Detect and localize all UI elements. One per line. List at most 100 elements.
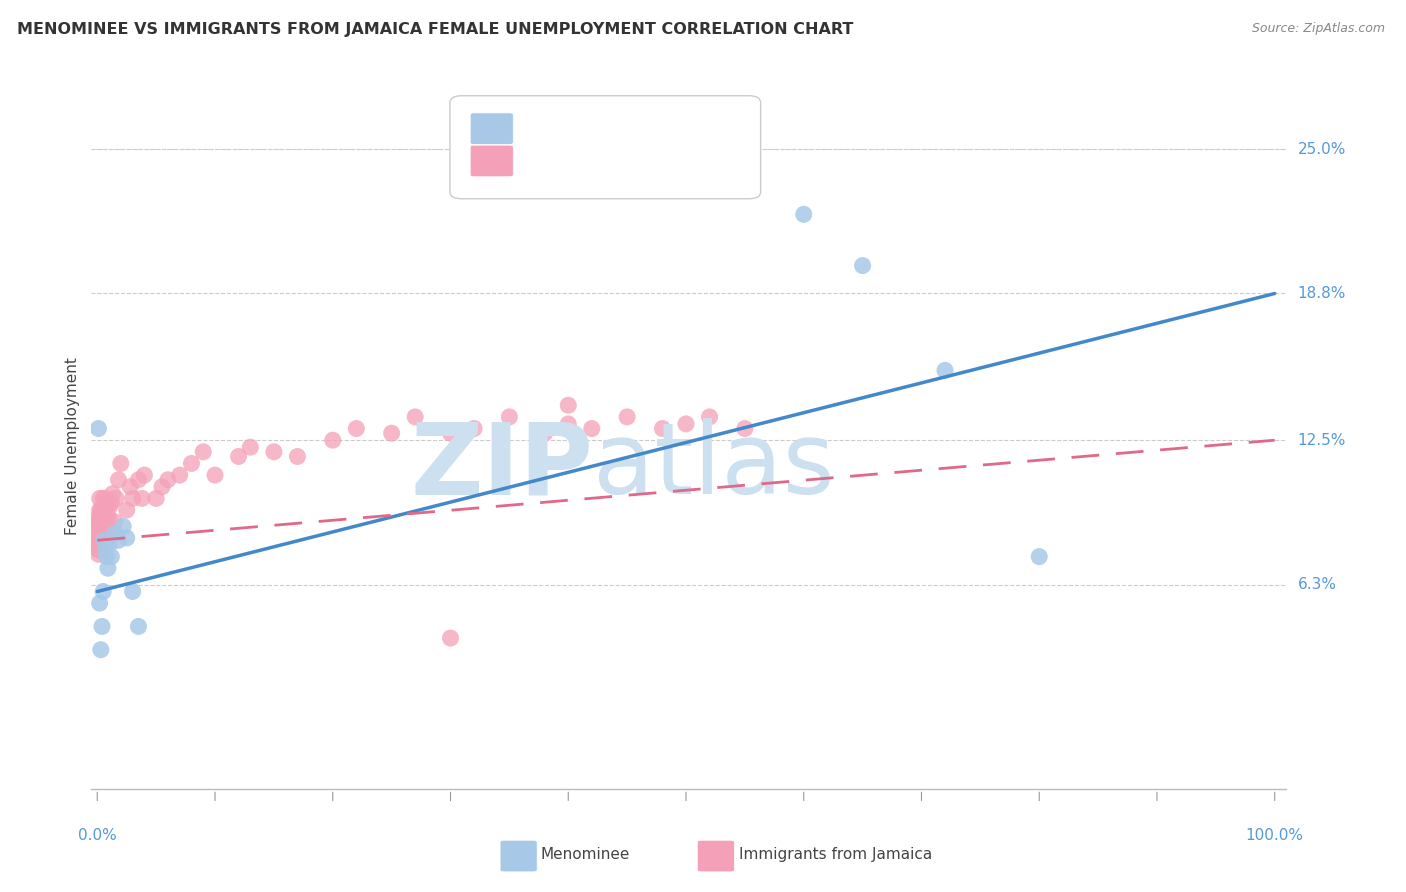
Point	[193, 445, 215, 459]
Point	[98, 524, 121, 538]
Point	[156, 473, 179, 487]
Point	[204, 468, 226, 483]
Point	[94, 510, 117, 524]
Point	[498, 409, 520, 424]
Point	[104, 526, 127, 541]
Point	[93, 533, 115, 548]
Point	[616, 409, 638, 424]
Point	[239, 440, 262, 454]
Point	[90, 533, 112, 548]
Point	[439, 631, 461, 645]
Point	[105, 491, 128, 506]
Point	[121, 584, 143, 599]
Point	[89, 491, 111, 506]
Point	[94, 491, 117, 506]
Text: 100.0%: 100.0%	[1246, 829, 1303, 843]
Point	[89, 596, 111, 610]
Point	[91, 510, 114, 524]
Point	[94, 500, 117, 515]
Point	[180, 457, 202, 471]
FancyBboxPatch shape	[470, 145, 513, 177]
Text: N =: N =	[630, 121, 658, 136]
Point	[107, 533, 129, 548]
Point	[934, 363, 956, 377]
Y-axis label: Female Unemployment: Female Unemployment	[65, 357, 80, 535]
Point	[852, 259, 875, 273]
Point	[90, 524, 112, 538]
Point	[87, 526, 110, 541]
Text: atlas: atlas	[593, 418, 835, 515]
Point	[89, 503, 111, 517]
Point	[91, 491, 114, 506]
Point	[557, 398, 579, 412]
Point	[91, 503, 114, 517]
Point	[734, 421, 756, 435]
Point	[90, 519, 112, 533]
Point	[533, 426, 555, 441]
Text: ZIP: ZIP	[411, 418, 593, 515]
Point	[127, 619, 149, 633]
Point	[93, 496, 115, 510]
Point	[90, 503, 112, 517]
Text: R =: R =	[519, 121, 547, 136]
FancyBboxPatch shape	[697, 840, 734, 871]
Point	[115, 503, 138, 517]
Text: Menominee: Menominee	[541, 847, 630, 863]
Point	[557, 417, 579, 431]
Point	[91, 519, 114, 533]
Point	[87, 515, 110, 529]
Point	[98, 538, 121, 552]
Point	[89, 542, 111, 557]
Point	[96, 549, 118, 564]
Text: 18.8%: 18.8%	[1298, 286, 1346, 301]
Text: 25.0%: 25.0%	[1298, 142, 1346, 157]
Text: 12.5%: 12.5%	[1298, 433, 1346, 448]
Point	[87, 519, 110, 533]
Point	[89, 519, 111, 533]
Point	[93, 503, 115, 517]
Point	[131, 491, 153, 506]
Text: Immigrants from Jamaica: Immigrants from Jamaica	[740, 847, 932, 863]
Point	[145, 491, 167, 506]
Text: 0.0%: 0.0%	[77, 829, 117, 843]
Point	[699, 409, 721, 424]
Point	[120, 480, 142, 494]
Point	[97, 561, 120, 575]
Point	[581, 421, 603, 435]
Point	[381, 426, 404, 441]
Point	[87, 533, 110, 548]
Point	[87, 538, 110, 552]
FancyBboxPatch shape	[450, 95, 761, 199]
Text: 21: 21	[655, 120, 685, 137]
Point	[100, 549, 122, 564]
Point	[104, 515, 127, 529]
Text: N =: N =	[630, 153, 658, 169]
Point	[115, 531, 138, 545]
Point	[94, 542, 117, 557]
Point	[263, 445, 285, 459]
Point	[91, 524, 114, 538]
Text: 0.142: 0.142	[546, 152, 605, 170]
Point	[101, 487, 124, 501]
Point	[344, 421, 367, 435]
Point	[90, 515, 112, 529]
Point	[93, 526, 115, 541]
Text: Source: ZipAtlas.com: Source: ZipAtlas.com	[1251, 22, 1385, 36]
Point	[121, 491, 143, 506]
Point	[100, 496, 122, 510]
Point	[675, 417, 697, 431]
Point	[112, 519, 135, 533]
Point	[87, 421, 110, 435]
Point	[87, 547, 110, 561]
Point	[404, 409, 426, 424]
Point	[134, 468, 156, 483]
FancyBboxPatch shape	[501, 840, 537, 871]
Point	[228, 450, 250, 464]
Point	[793, 207, 815, 221]
Point	[89, 526, 111, 541]
Point	[89, 533, 111, 548]
Point	[127, 473, 149, 487]
Point	[93, 515, 115, 529]
Text: MENOMINEE VS IMMIGRANTS FROM JAMAICA FEMALE UNEMPLOYMENT CORRELATION CHART: MENOMINEE VS IMMIGRANTS FROM JAMAICA FEM…	[17, 22, 853, 37]
Point	[96, 505, 118, 519]
